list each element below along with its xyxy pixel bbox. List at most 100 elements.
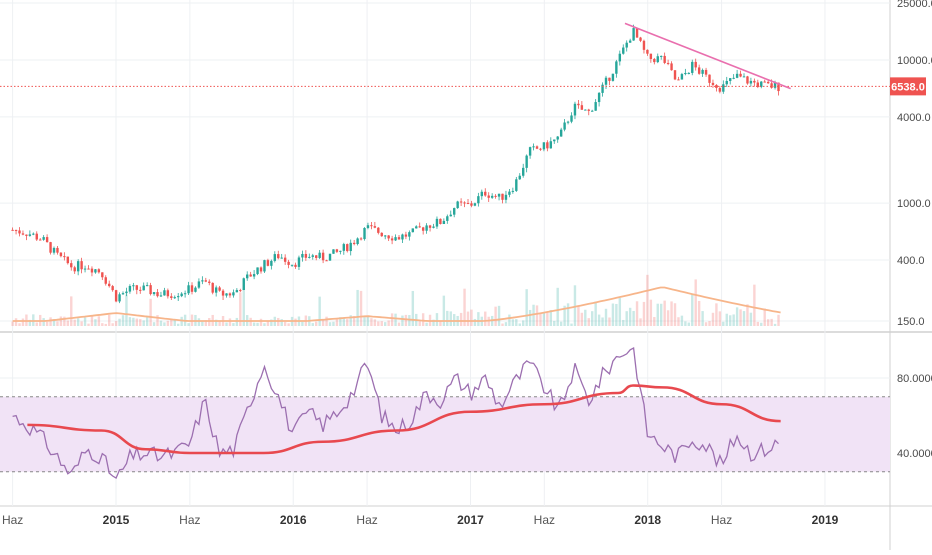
overlay-layer [0, 22, 890, 322]
candle-body [425, 225, 428, 231]
volume-bar [283, 322, 287, 326]
volume-bar [197, 318, 201, 326]
candle-body [214, 287, 218, 293]
candle-body [739, 73, 742, 77]
volume-bar [18, 323, 21, 326]
volume-bar [63, 316, 66, 326]
volume-bar [228, 318, 232, 326]
candle-body [76, 261, 80, 272]
volume-bar [649, 299, 653, 326]
candle-body [187, 285, 190, 294]
volume-bar [408, 315, 411, 326]
candle-body [684, 72, 687, 75]
volume-bar [390, 313, 394, 326]
volume-bar [646, 274, 649, 326]
volume-bar [497, 305, 501, 326]
volume-bar [635, 301, 639, 326]
volume-bar [59, 316, 63, 326]
volume-bar [466, 311, 470, 326]
candle-body [183, 293, 187, 295]
time-tick-label: 2018 [634, 513, 661, 527]
volume-bar [287, 323, 290, 326]
volume-bar [528, 309, 532, 326]
volume-bar [704, 322, 708, 326]
candle-body [218, 287, 221, 291]
candle-body [401, 234, 404, 240]
candle-body [290, 264, 294, 266]
candle-layer[interactable] [11, 24, 780, 304]
candle-body [97, 269, 101, 273]
volume-bar [615, 303, 618, 326]
candle-body [249, 274, 252, 277]
candle-body [145, 285, 149, 287]
volume-bar [335, 319, 339, 326]
volume-bar [311, 323, 314, 326]
candle-body [615, 61, 618, 74]
candle-body [94, 269, 97, 273]
volume-bar [625, 311, 628, 326]
candle-body [501, 193, 504, 200]
volume-bar [515, 319, 518, 326]
candle-body [697, 67, 701, 74]
candle-body [56, 247, 59, 253]
volume-bar [542, 312, 546, 326]
volume-bar [328, 322, 332, 326]
volume-bar [549, 310, 553, 326]
volume-bar [591, 311, 594, 326]
rsi-moving-average [27, 384, 781, 455]
candle-body [522, 167, 525, 176]
time-tick-label: Haz [179, 513, 200, 527]
candle-body [180, 293, 183, 297]
volume-bar [76, 318, 80, 326]
candle-body [508, 191, 511, 195]
candle-body [649, 53, 653, 59]
volume-bar [632, 310, 635, 326]
candle-body [725, 80, 728, 85]
volume-bar [145, 317, 149, 326]
candle-body [252, 274, 256, 277]
candle-body [239, 290, 242, 292]
rsi-layer[interactable] [0, 346, 890, 480]
volume-bar [90, 315, 94, 326]
candle-body [242, 278, 245, 291]
volume-bar [773, 323, 777, 326]
candle-body [332, 249, 335, 254]
candle-body [308, 256, 311, 258]
candle-body [135, 285, 139, 290]
candle-body [580, 105, 584, 110]
time-tick-label: 2015 [103, 513, 130, 527]
candle-body [753, 80, 756, 83]
time-tick-label: Haz [356, 513, 377, 527]
volume-bar [225, 322, 228, 326]
volume-bar [201, 320, 204, 326]
volume-bar [346, 319, 349, 326]
volume-bar [339, 317, 342, 326]
candle-body [435, 218, 439, 227]
candle-body [449, 214, 452, 217]
volume-bar [125, 294, 128, 326]
volume-bar [725, 313, 728, 326]
volume-bar [477, 312, 480, 326]
volume-bar [318, 296, 321, 326]
volume-bar [349, 315, 352, 326]
volume-bar [518, 323, 521, 326]
volume-bar [363, 317, 366, 326]
candle-body [715, 84, 718, 89]
volume-bar [622, 319, 625, 326]
time-tick-label: 2017 [457, 513, 484, 527]
candle-body [528, 147, 532, 156]
volume-bar [539, 312, 542, 326]
volume-bar [746, 304, 749, 326]
volume-bar [214, 319, 218, 326]
time-tick-label: Haz [534, 513, 555, 527]
volume-bar [28, 319, 32, 326]
candle-body [556, 136, 559, 140]
last-price-label: 6538.0 [891, 81, 925, 93]
volume-bar [639, 318, 642, 326]
volume-bar [180, 316, 183, 326]
volume-bar [711, 312, 715, 326]
volume-bar [511, 319, 515, 326]
last-price-badge [890, 77, 926, 96]
volume-bar [108, 314, 111, 326]
volume-bar [114, 321, 118, 326]
